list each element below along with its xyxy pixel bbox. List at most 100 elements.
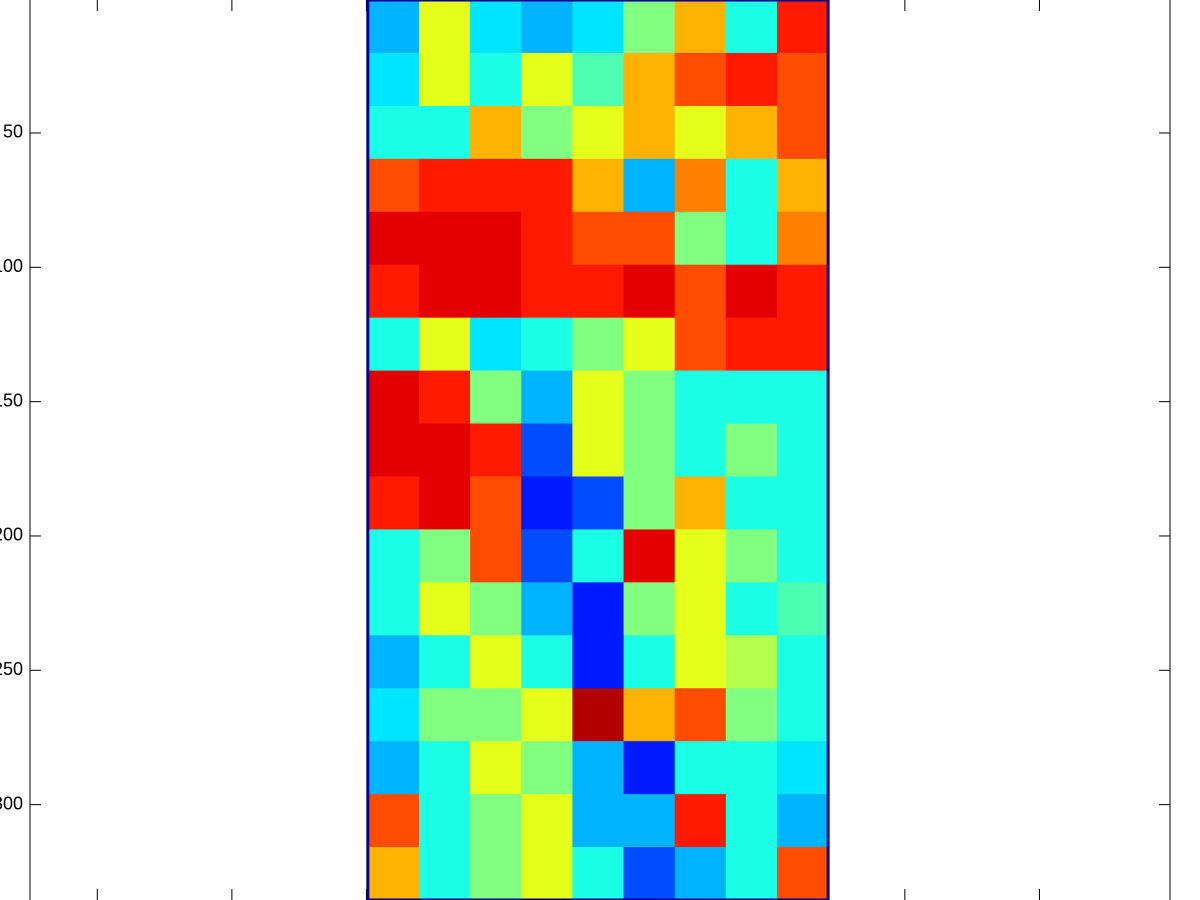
heatmap-cell xyxy=(572,794,625,848)
heatmap-cell xyxy=(521,476,573,530)
heatmap-cell xyxy=(572,847,625,900)
heatmap-cell xyxy=(367,688,420,742)
heatmap-cell xyxy=(470,476,522,530)
heatmap-cell xyxy=(470,0,522,54)
heatmap-cell xyxy=(521,582,573,636)
heatmap-cell xyxy=(572,52,625,107)
heatmap-cell xyxy=(418,423,471,477)
heatmap-cell xyxy=(418,370,471,425)
heatmap-cell xyxy=(521,741,573,795)
heatmap-cell xyxy=(725,370,778,425)
heatmap-cell xyxy=(418,105,471,160)
heatmap-cell xyxy=(418,529,471,583)
heatmap-cell xyxy=(470,423,522,477)
heatmap-cell xyxy=(623,52,676,107)
heatmap-cell xyxy=(623,264,676,319)
heatmap-cell xyxy=(572,688,625,742)
heatmap-cell xyxy=(470,317,522,372)
heatmap-cell xyxy=(623,423,676,477)
heatmap-cell xyxy=(725,635,778,689)
heatmap-cell xyxy=(367,582,420,636)
heatmap-cell xyxy=(725,105,778,160)
y-tick-label: 50 xyxy=(3,122,23,142)
heatmap-cell xyxy=(418,847,471,900)
heatmap-cell xyxy=(725,794,778,848)
heatmap-cell xyxy=(367,794,420,848)
heatmap-cell xyxy=(572,741,625,795)
heatmap-cell xyxy=(521,52,573,107)
heatmap-cell xyxy=(674,370,727,425)
heatmap-cell xyxy=(367,52,420,107)
heatmap-cell xyxy=(776,635,829,689)
heatmap-cell xyxy=(367,370,420,425)
heatmap-cell xyxy=(674,423,727,477)
heatmap-cell xyxy=(674,158,727,213)
heatmap-cell xyxy=(623,635,676,689)
heatmap-cell xyxy=(623,158,676,213)
heatmap-cell xyxy=(776,847,829,900)
heatmap-cell xyxy=(725,582,778,636)
heatmap-cell xyxy=(623,847,676,900)
heatmap-cell xyxy=(725,741,778,795)
heatmap-cell xyxy=(418,794,471,848)
heatmap-cell xyxy=(521,423,573,477)
heatmap-cell xyxy=(367,0,420,54)
heatmap-cell xyxy=(623,105,676,160)
heatmap-cell xyxy=(470,741,522,795)
y-tick-label: 150 xyxy=(0,390,23,410)
heatmap-cell xyxy=(470,847,522,900)
y-tick-label: 250 xyxy=(0,659,23,679)
heatmap-cell xyxy=(725,52,778,107)
heatmap-cell xyxy=(623,794,676,848)
heatmap-cell xyxy=(776,529,829,583)
heatmap-cell xyxy=(623,370,676,425)
heatmap-cell xyxy=(367,529,420,583)
heatmap-cell xyxy=(725,211,778,266)
heatmap-cell xyxy=(470,105,522,160)
heatmap-cell xyxy=(572,476,625,530)
heatmap-cell xyxy=(776,158,829,213)
heatmap-cell xyxy=(521,317,573,372)
heatmap-cell xyxy=(367,317,420,372)
heatmap-cell xyxy=(521,105,573,160)
heatmap-cell xyxy=(725,529,778,583)
heatmap-cell xyxy=(521,158,573,213)
heatmap-cell xyxy=(674,741,727,795)
heatmap-cell xyxy=(623,741,676,795)
heatmap-cell xyxy=(572,0,625,54)
y-tick-label: 200 xyxy=(0,525,23,545)
heatmap-cell xyxy=(776,794,829,848)
heatmap-cell xyxy=(418,741,471,795)
heatmap-cell xyxy=(521,688,573,742)
heatmap-cell xyxy=(776,370,829,425)
heatmap-cell xyxy=(470,794,522,848)
heatmap-cell xyxy=(367,635,420,689)
heatmap-cell xyxy=(674,211,727,266)
image-border xyxy=(366,0,830,900)
y-tick-label: 100 xyxy=(0,256,23,276)
heatmap-cell xyxy=(776,52,829,107)
heatmap-cell xyxy=(725,847,778,900)
heatmap-cell xyxy=(521,847,573,900)
heatmap-cell xyxy=(470,688,522,742)
heatmap-cell xyxy=(367,847,420,900)
heatmap-cell xyxy=(470,370,522,425)
heatmap-cell xyxy=(674,847,727,900)
heatmap-cell xyxy=(776,0,829,54)
heatmap-cell xyxy=(418,635,471,689)
heatmap-cell xyxy=(572,635,625,689)
heatmap-cell xyxy=(725,264,778,319)
heatmap-cell xyxy=(521,0,573,54)
heatmap-cell xyxy=(418,52,471,107)
heatmap-cell xyxy=(521,635,573,689)
heatmap-cell xyxy=(521,794,573,848)
heatmap-cell xyxy=(572,582,625,636)
heatmap-cell xyxy=(572,264,625,319)
heatmap-cell xyxy=(623,582,676,636)
heatmap-cell xyxy=(572,423,625,477)
heatmap-cell xyxy=(470,529,522,583)
heatmap-cell xyxy=(367,105,420,160)
heatmap-cell xyxy=(418,688,471,742)
heatmap-cell xyxy=(776,476,829,530)
